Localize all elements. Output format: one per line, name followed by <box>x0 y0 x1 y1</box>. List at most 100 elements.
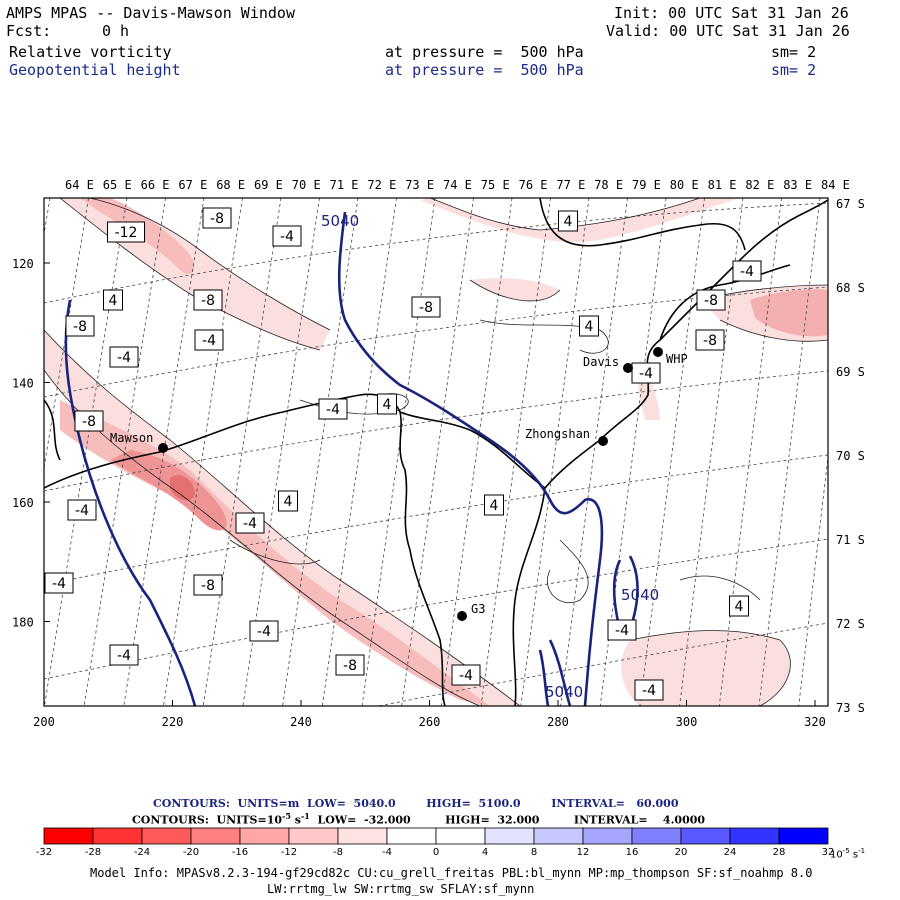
parallel-line <box>44 454 828 586</box>
vorticity-label: -4 <box>642 683 656 699</box>
colorbar-swatch <box>582 827 633 845</box>
vorticity-label-box <box>451 664 481 686</box>
lat-lon-grid <box>44 198 828 706</box>
bottom-axis-label: 320 <box>804 715 826 729</box>
vorticity-label-box <box>109 346 139 368</box>
vorticity-label-box <box>249 620 279 642</box>
station-g3-label: G3 <box>471 602 485 616</box>
colorbar-swatch <box>680 827 731 845</box>
vorticity-label-box <box>411 296 441 318</box>
colorbar-tick-label: 12 <box>576 847 590 858</box>
meridian-line <box>441 198 513 706</box>
colorbar-tick-label: -24 <box>133 847 151 858</box>
vorticity-label-box <box>579 315 599 337</box>
longitude-labels: 64 E 65 E 66 E 67 E 68 E 69 E 70 E 71 E 72 E 73 E… <box>65 178 850 192</box>
latitude-label: 70 S <box>836 449 865 463</box>
colorbar-tick-label: -28 <box>84 847 102 858</box>
height-label: 5040 <box>545 683 583 701</box>
meridian-line <box>163 198 243 706</box>
station-mawson-marker <box>158 443 168 453</box>
bottom-axis-label: 260 <box>419 715 441 729</box>
vorticity-label: 4 <box>284 494 293 510</box>
longitude-label: 67 E <box>178 178 207 192</box>
station-whp-label: WHP <box>666 352 688 366</box>
latitude-label: 73 S <box>836 701 865 715</box>
colorbar-tick-label: 16 <box>625 847 639 858</box>
station-whp-marker <box>653 347 663 357</box>
vorticity-label: 4 <box>585 319 594 335</box>
vorticity-label: -4 <box>326 402 340 418</box>
height-label: 5040 <box>621 586 659 604</box>
meridian-line <box>639 198 705 706</box>
vorticity-label: -8 <box>704 293 718 309</box>
vorticity-label: -8 <box>703 333 717 349</box>
vorticity-label: -4 <box>615 623 629 639</box>
vorticity-label: -8 <box>419 300 433 316</box>
chart-title: AMPS MPAS -- Davis-Mawson Window <box>6 4 295 22</box>
latitude-label: 72 S <box>836 617 865 631</box>
vorticity-label: -4 <box>740 264 754 280</box>
left-axis-labels: 120 140 160 180 <box>12 257 34 630</box>
vorticity-label-box <box>729 595 749 617</box>
colorbar-swatch <box>239 827 290 845</box>
vorticity-label-box <box>377 393 397 415</box>
vorticity-label: -8 <box>343 658 357 674</box>
vorticity-labels: -12 -8 -4 -8 -4 4 -8 -4 -8 -4 -4 4 -4 -8 -4 -4 4 -8 -4 4 -8 -… <box>44 207 762 701</box>
field2-name: Geopotential height <box>9 61 181 79</box>
colorbar-swatch <box>386 827 437 845</box>
vorticity-shading <box>44 198 828 706</box>
vorticity-label: -4 <box>639 366 653 382</box>
bottom-axis-label: 300 <box>676 715 698 729</box>
vorticity-label: -4 <box>75 503 89 519</box>
meridian-line <box>202 198 282 706</box>
longitude-label: 74 E <box>443 178 472 192</box>
vorticity-label-box <box>109 644 139 666</box>
longitude-label: 73 E <box>405 178 434 192</box>
longitude-label: 69 E <box>254 178 283 192</box>
meridian-line <box>321 198 397 706</box>
bottom-axis-label: 240 <box>290 715 312 729</box>
vorticity-label-box <box>335 654 365 676</box>
vorticity-label-box <box>194 329 224 351</box>
colorbar-swatch <box>141 827 192 845</box>
colorbar-swatch <box>43 827 94 845</box>
station-davis-label: Davis <box>583 355 619 369</box>
field1-smooth: sm= 2 <box>771 43 817 61</box>
contours-height-info: CONTOURS: UNITS=m LOW= 5040.0 HIGH= 5100… <box>153 797 679 810</box>
parallel-line <box>44 538 828 680</box>
longitude-label: 81 E <box>708 178 737 192</box>
colorbar-tick-label: -12 <box>280 847 298 858</box>
valid-time: Valid: 00 UTC Sat 31 Jan 26 <box>606 22 850 40</box>
vorticity-label: 4 <box>383 397 392 413</box>
vorticity-label-box <box>696 289 726 311</box>
vorticity-label-box <box>193 289 223 311</box>
station-g3-marker <box>457 611 467 621</box>
colorbar-tick-label: 20 <box>674 847 688 858</box>
longitude-label: 82 E <box>745 178 774 192</box>
meridian-line <box>520 198 590 706</box>
meridian-line <box>123 198 205 706</box>
meridian-line <box>83 198 166 706</box>
longitude-label: 77 E <box>556 178 585 192</box>
colorbar <box>43 827 829 845</box>
longitude-label: 76 E <box>519 178 548 192</box>
vorticity-label-box <box>558 210 578 232</box>
vorticity-label-box <box>235 512 265 534</box>
left-axis-label: 140 <box>12 377 34 391</box>
bottom-axis-label: 200 <box>33 715 55 729</box>
init-time: Init: 00 UTC Sat 31 Jan 26 <box>614 4 849 22</box>
vorticity-label-box <box>278 490 298 512</box>
colorbar-tick-label: 32 <box>821 847 835 858</box>
left-axis-label: 120 <box>12 257 34 271</box>
colorbar-tick-label: -4 <box>382 847 392 858</box>
colorbar-swatch <box>729 827 780 845</box>
field2-level: at pressure = 500 hPa <box>385 61 584 79</box>
latitude-label: 69 S <box>836 365 865 379</box>
vorticity-label-box <box>634 679 664 701</box>
vorticity-label-box <box>202 207 232 229</box>
model-info-line2: LW:rrtmg_lw SW:rrtmg_sw SFLAY:sf_mynn <box>267 882 535 896</box>
longitude-label: 84 E <box>821 178 850 192</box>
meridian-line <box>758 198 821 706</box>
vorticity-label: -8 <box>201 293 215 309</box>
height-label: 5040 <box>321 212 359 230</box>
